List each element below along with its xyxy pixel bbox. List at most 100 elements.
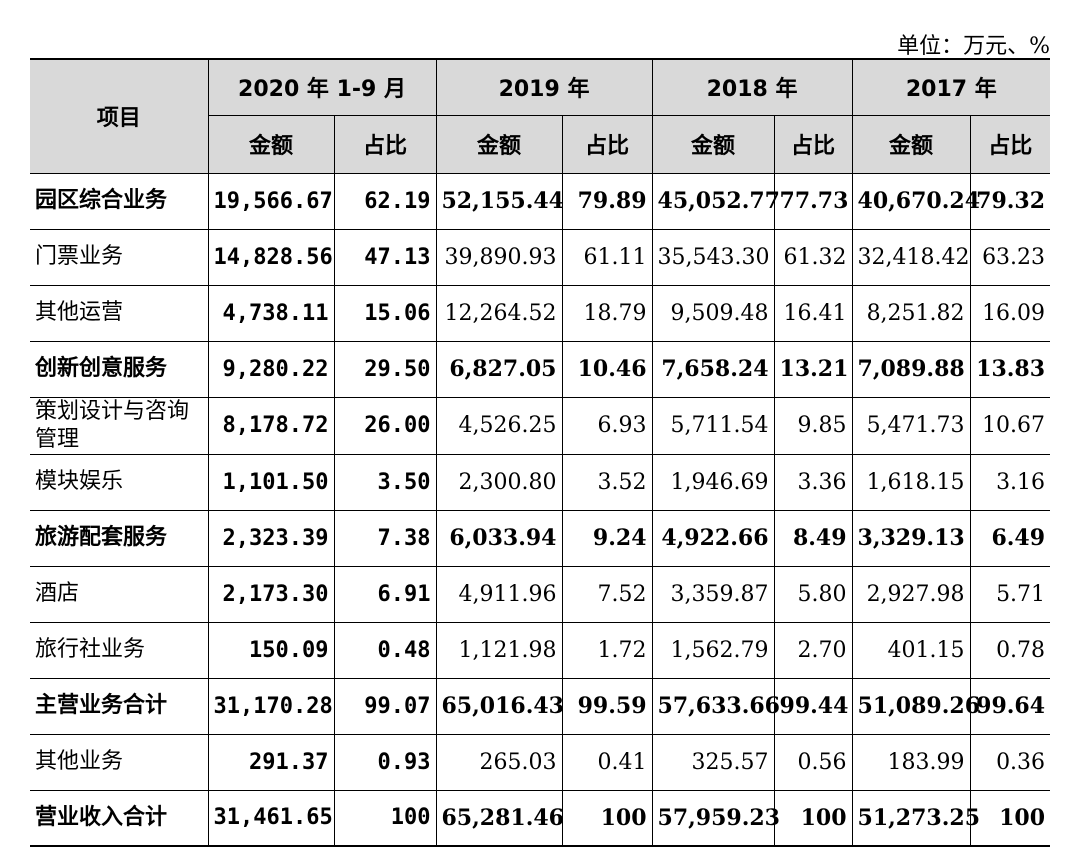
row-label: 园区综合业务 [30, 172, 209, 230]
amount-cell: 325.57 [651, 733, 775, 791]
amount-header: 金额 [207, 114, 335, 174]
amount-header: 金额 [435, 114, 563, 174]
share-cell: 100 [333, 789, 437, 847]
share-cell: 6.91 [333, 565, 437, 623]
amount-cell: 1,618.15 [851, 453, 971, 511]
amount-cell: 9,280.22 [207, 340, 335, 398]
amount-header: 金额 [851, 114, 971, 174]
item-column-header: 项目 [30, 58, 209, 174]
row-label: 旅行社业务 [30, 621, 209, 679]
share-cell: 0.48 [333, 621, 437, 679]
share-cell: 9.85 [773, 396, 853, 455]
amount-cell: 183.99 [851, 733, 971, 791]
share-cell: 99.59 [561, 677, 653, 735]
amount-cell: 40,670.24 [851, 172, 980, 230]
share-cell: 6.49 [969, 509, 1051, 567]
share-cell: 61.32 [773, 228, 853, 286]
table-row: 旅行社业务 150.09 0.48 1,121.98 1.72 1,562.79 2.70 4… [30, 621, 1051, 679]
share-cell: 62.19 [333, 172, 437, 230]
table-row: 创新创意服务 9,280.22 29.50 6,827.05 10.46 7,658.24… [30, 340, 1051, 398]
share-cell: 3.52 [561, 453, 653, 511]
row-label: 其他业务 [30, 733, 209, 791]
row-label: 营业收入合计 [30, 789, 209, 847]
row-label: 酒店 [30, 565, 209, 623]
amount-cell: 39,890.93 [435, 228, 563, 286]
share-header: 占比 [773, 114, 853, 174]
share-cell: 99.64 [969, 677, 1051, 735]
share-cell: 13.83 [969, 340, 1051, 398]
share-cell: 0.56 [773, 733, 853, 791]
amount-cell: 4,738.11 [207, 284, 335, 342]
share-cell: 5.80 [773, 565, 853, 623]
amount-cell: 1,101.50 [207, 453, 335, 511]
share-header: 占比 [333, 114, 437, 174]
unit-label: 单位：万元、% [897, 34, 1050, 59]
amount-cell: 2,300.80 [435, 453, 563, 511]
share-cell: 77.73 [773, 172, 853, 230]
table-row: 模块娱乐 1,101.50 3.50 2,300.80 3.52 1,946.69 3.36… [30, 453, 1051, 511]
amount-cell: 57,633.66 [651, 677, 780, 735]
amount-cell: 1,946.69 [651, 453, 775, 511]
share-cell: 7.38 [333, 509, 437, 567]
amount-cell: 32,418.42 [851, 228, 971, 286]
share-cell: 3.50 [333, 453, 437, 511]
period-header: 2017 年 [851, 58, 1051, 116]
share-cell: 7.52 [561, 565, 653, 623]
share-cell: 79.32 [969, 172, 1051, 230]
amount-cell: 4,911.96 [435, 565, 563, 623]
amount-cell: 5,471.73 [851, 396, 971, 455]
share-cell: 63.23 [969, 228, 1051, 286]
share-cell: 9.24 [561, 509, 653, 567]
amount-cell: 7,658.24 [651, 340, 775, 398]
share-cell: 10.46 [561, 340, 653, 398]
amount-cell: 401.15 [851, 621, 971, 679]
amount-cell: 8,251.82 [851, 284, 971, 342]
amount-cell: 31,170.28 [207, 677, 335, 735]
amount-cell: 57,959.23 [651, 789, 780, 847]
table-row: 其他业务 291.37 0.93 265.03 0.41 325.57 0.56 183.99… [30, 733, 1051, 791]
share-cell: 0.93 [333, 733, 437, 791]
amount-cell: 35,543.30 [651, 228, 775, 286]
table-body: 园区综合业务 19,566.67 62.19 52,155.44 79.89 45,052… [30, 172, 1051, 847]
share-cell: 8.49 [773, 509, 853, 567]
share-cell: 10.67 [969, 396, 1051, 455]
row-label: 其他运营 [30, 284, 209, 342]
amount-cell: 291.37 [207, 733, 335, 791]
row-label: 策划设计与咨询管理 [30, 396, 209, 455]
table-row: 园区综合业务 19,566.67 62.19 52,155.44 79.89 45,052… [30, 172, 1051, 230]
amount-cell: 3,359.87 [651, 565, 775, 623]
amount-cell: 51,089.26 [851, 677, 980, 735]
row-label: 门票业务 [30, 228, 209, 286]
row-label: 创新创意服务 [30, 340, 209, 398]
amount-cell: 4,526.25 [435, 396, 563, 455]
amount-cell: 65,281.46 [435, 789, 564, 847]
share-cell: 100 [561, 789, 653, 847]
table-row: 主营业务合计 31,170.28 99.07 65,016.43 99.59 57,633… [30, 677, 1051, 735]
amount-cell: 3,329.13 [851, 509, 971, 567]
share-cell: 1.72 [561, 621, 653, 679]
amount-header: 金额 [651, 114, 775, 174]
share-header: 占比 [561, 114, 653, 174]
share-cell: 29.50 [333, 340, 437, 398]
period-header: 2018 年 [651, 58, 853, 116]
share-cell: 15.06 [333, 284, 437, 342]
share-cell: 0.36 [969, 733, 1051, 791]
table-row: 营业收入合计 31,461.65 100 65,281.46 100 57,959.23 1… [30, 789, 1051, 847]
revenue-table: 项目 2020 年 1-9 月 2019 年 2018 年 2017 年 金额 … [30, 58, 1051, 847]
amount-cell: 4,922.66 [651, 509, 775, 567]
amount-cell: 14,828.56 [207, 228, 335, 286]
share-cell: 100 [969, 789, 1051, 847]
amount-cell: 8,178.72 [207, 396, 335, 455]
amount-cell: 12,264.52 [435, 284, 563, 342]
share-cell: 18.79 [561, 284, 653, 342]
share-cell: 99.07 [333, 677, 437, 735]
amount-cell: 7,089.88 [851, 340, 971, 398]
amount-cell: 19,566.67 [207, 172, 335, 230]
share-cell: 100 [773, 789, 853, 847]
share-cell: 3.36 [773, 453, 853, 511]
period-header: 2019 年 [435, 58, 653, 116]
share-cell: 26.00 [333, 396, 437, 455]
amount-cell: 1,562.79 [651, 621, 775, 679]
share-cell: 5.71 [969, 565, 1051, 623]
amount-cell: 6,827.05 [435, 340, 563, 398]
